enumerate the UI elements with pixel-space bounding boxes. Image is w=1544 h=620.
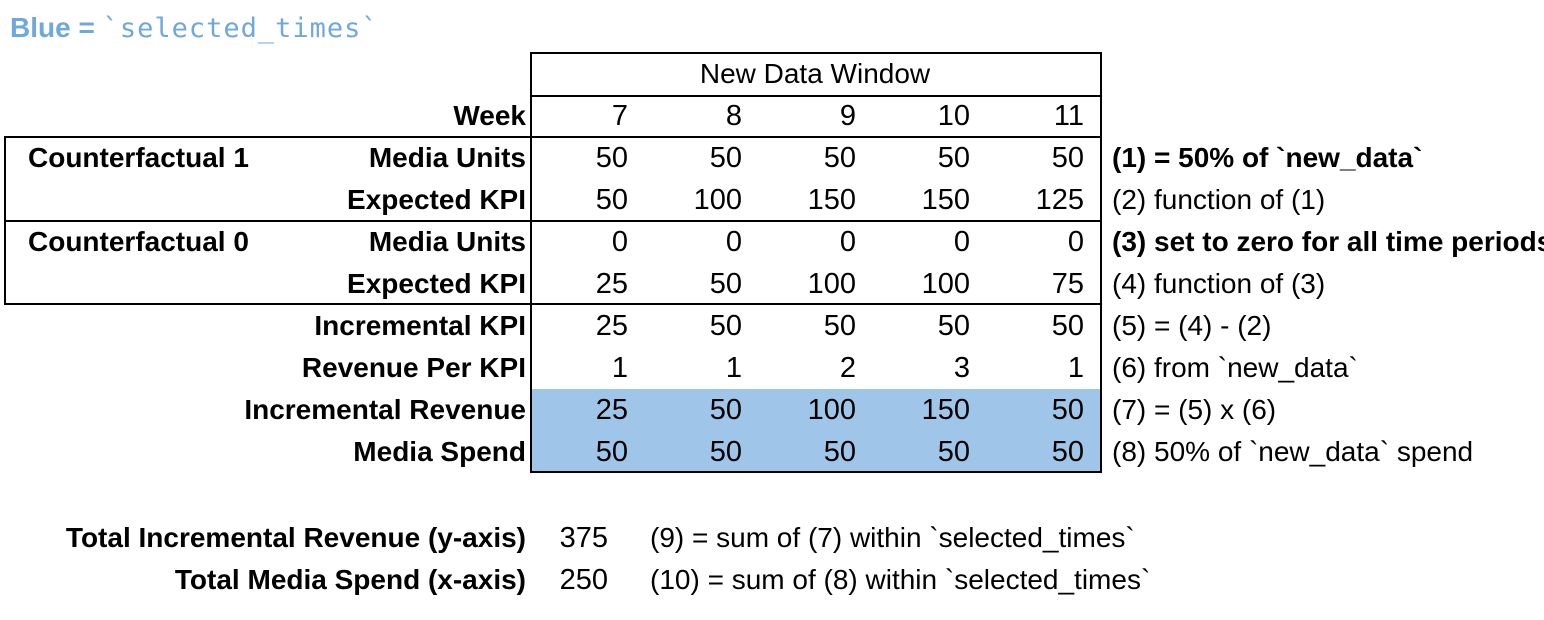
table-cell: 0	[1067, 226, 1084, 258]
row-note: (7) = (5) x (6)	[1112, 394, 1277, 425]
week-number: 8	[725, 100, 742, 132]
table-cell-highlighted: 50	[709, 436, 742, 468]
table-cell: 100	[921, 268, 970, 300]
row-note: (8) 50% of `new_data` spend	[1112, 436, 1474, 467]
table-border-line	[4, 136, 6, 305]
total-incremental-revenue-value: 375	[559, 522, 608, 554]
table-cell-highlighted: 100	[807, 394, 856, 426]
table-border-line	[4, 220, 1102, 222]
table-cell: 150	[921, 184, 970, 216]
table-border-line	[530, 52, 532, 473]
row-label: Media Spend	[353, 436, 526, 467]
table-cell: 50	[823, 310, 856, 342]
table-cell-highlighted: 50	[1051, 394, 1084, 426]
row-label: Media Units	[368, 226, 526, 257]
table-cell: 125	[1035, 184, 1084, 216]
table-cell: 50	[937, 310, 970, 342]
table-cell: 25	[595, 268, 628, 300]
table-cell: 2	[839, 352, 856, 384]
week-header-label: Week	[453, 100, 526, 131]
table-cell: 75	[1051, 268, 1084, 300]
row-label: Expected KPI	[347, 268, 526, 299]
table-cell: 1	[1067, 352, 1084, 384]
table-cell: 100	[807, 268, 856, 300]
selected-times-highlight	[532, 389, 1100, 472]
table-cell: 25	[595, 310, 628, 342]
table-cell: 50	[937, 142, 970, 174]
new-data-window-header: New Data Window	[699, 58, 931, 89]
total-incremental-revenue-note: (9) = sum of (7) within `selected_times`	[650, 522, 1135, 553]
table-border-line	[4, 136, 1102, 138]
row-label: Revenue Per KPI	[301, 352, 526, 383]
table-cell: 1	[611, 352, 628, 384]
table-border-line	[4, 303, 1102, 305]
week-number: 11	[1053, 100, 1084, 132]
group-label-counterfactual-0: Counterfactual 0	[28, 226, 249, 257]
week-number: 10	[937, 100, 970, 132]
table-cell: 0	[953, 226, 970, 258]
table-cell: 150	[807, 184, 856, 216]
table-cell: 0	[725, 226, 742, 258]
table-cell: 50	[1051, 310, 1084, 342]
table-cell-highlighted: 150	[921, 394, 970, 426]
blue-legend-title: Blue = `selected_times`	[10, 12, 379, 44]
table-cell: 50	[1051, 142, 1084, 174]
table-cell: 0	[611, 226, 628, 258]
row-note: (4) function of (3)	[1112, 268, 1326, 299]
selected-times-code: `selected_times`	[102, 13, 379, 44]
row-label: Expected KPI	[347, 184, 526, 215]
table-border-line	[1100, 52, 1102, 473]
table-cell-highlighted: 50	[709, 394, 742, 426]
row-note: (5) = (4) - (2)	[1112, 310, 1272, 341]
total-incremental-revenue-label: Total Incremental Revenue (y-axis)	[65, 522, 526, 553]
total-media-spend-value: 250	[559, 564, 608, 596]
row-label: Media Units	[368, 142, 526, 173]
table-cell: 3	[953, 352, 970, 384]
row-note: (6) from `new_data`	[1112, 352, 1358, 383]
row-note: (3) set to zero for all time periods	[1112, 226, 1544, 257]
row-label: Incremental Revenue	[244, 394, 526, 425]
table-border-line	[530, 471, 1102, 473]
table-cell: 50	[595, 184, 628, 216]
group-label-counterfactual-1: Counterfactual 1	[28, 142, 249, 173]
table-cell-highlighted: 50	[1051, 436, 1084, 468]
total-media-spend-note: (10) = sum of (8) within `selected_times…	[650, 564, 1151, 595]
week-number: 9	[839, 100, 856, 132]
table-cell: 50	[823, 142, 856, 174]
blue-legend-prefix: Blue =	[10, 12, 103, 43]
table-cell-highlighted: 25	[595, 394, 628, 426]
row-note: (1) = 50% of `new_data`	[1112, 142, 1423, 173]
table-cell: 50	[709, 142, 742, 174]
week-number: 7	[611, 100, 628, 132]
table-cell: 0	[839, 226, 856, 258]
table-border-line	[530, 52, 1102, 54]
table-cell-highlighted: 50	[937, 436, 970, 468]
table-cell: 50	[595, 142, 628, 174]
table-cell: 1	[725, 352, 742, 384]
table-cell: 50	[709, 310, 742, 342]
table-cell-highlighted: 50	[595, 436, 628, 468]
row-label: Incremental KPI	[314, 310, 526, 341]
table-cell: 100	[693, 184, 742, 216]
table-cell-highlighted: 50	[823, 436, 856, 468]
table-cell: 50	[709, 268, 742, 300]
table-border-line	[530, 95, 1102, 97]
total-media-spend-label: Total Media Spend (x-axis)	[174, 564, 526, 595]
row-note: (2) function of (1)	[1112, 184, 1326, 215]
